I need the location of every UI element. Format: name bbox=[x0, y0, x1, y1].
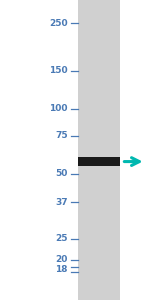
Text: 18: 18 bbox=[55, 265, 68, 274]
Text: 20: 20 bbox=[55, 255, 68, 264]
Text: 25: 25 bbox=[55, 234, 68, 243]
Text: 250: 250 bbox=[49, 19, 68, 28]
Text: 100: 100 bbox=[49, 104, 68, 113]
Text: 75: 75 bbox=[55, 131, 68, 140]
Text: 150: 150 bbox=[49, 67, 68, 76]
Text: 37: 37 bbox=[55, 197, 68, 206]
Bar bbox=[78, 158, 120, 166]
Bar bbox=[78, 0, 120, 300]
Text: 50: 50 bbox=[55, 169, 68, 178]
